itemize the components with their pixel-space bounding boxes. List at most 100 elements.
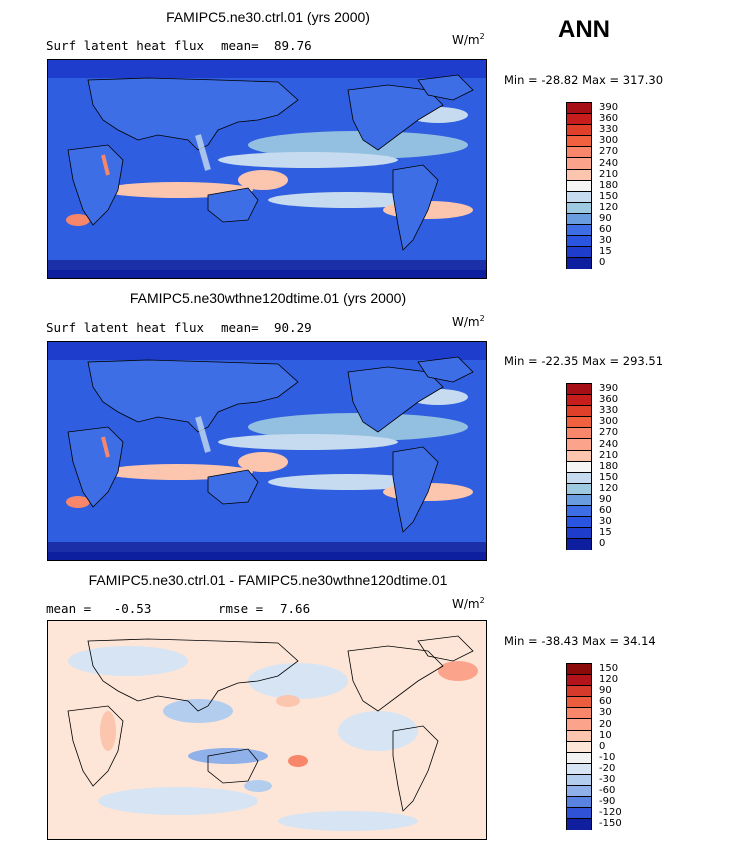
colorbar-level-label: 180 [599, 460, 619, 472]
colorbar-level-label: 0 [599, 740, 606, 752]
colorbar-level-label: 120 [599, 201, 619, 213]
colorbar-level-label: 90 [599, 213, 612, 224]
colorbar-level-label: -30 [599, 774, 616, 785]
season-label: ANN [558, 16, 610, 43]
colorbar-segment [567, 797, 591, 809]
colorbar-segment [567, 439, 591, 451]
colorbar-segment [567, 406, 591, 418]
colorbar-segment [567, 517, 591, 529]
panel-3-title: FAMIPC5.ne30.ctrl.01 - FAMIPC5.ne30wthne… [88, 572, 448, 588]
colorbar-level-label: -90 [599, 796, 616, 808]
colorbar-level-label: -150 [599, 818, 622, 830]
colorbar-level-label: -60 [599, 785, 616, 797]
panel-1-variable-label: Surf latent heat flux [46, 38, 205, 53]
colorbar-level-label: 20 [599, 718, 612, 730]
panel-2-mean-label: mean= [221, 320, 259, 335]
colorbar-level-label: 120 [599, 482, 619, 494]
colorbar-segment [567, 774, 591, 787]
colorbar-segment [567, 664, 591, 676]
colorbar-segment [567, 450, 591, 462]
colorbar-level-label: 240 [599, 157, 619, 169]
panel-2-mean-value: 90.29 [274, 320, 312, 335]
colorbar-level-label: -10 [599, 751, 616, 763]
colorbar-level-label: 30 [599, 516, 612, 528]
colorbar-segment [567, 719, 591, 731]
colorbar-segment [567, 461, 591, 473]
colorbar-segment [567, 395, 591, 407]
colorbar-segment [567, 741, 591, 753]
colorbar-level-label: -120 [599, 807, 622, 819]
colorbar-level-label: 270 [599, 427, 619, 439]
colorbar-segment [567, 125, 591, 137]
panel-2-colorbar [566, 383, 592, 551]
colorbar-level-label: 300 [599, 416, 619, 428]
colorbar-level-label: 390 [599, 383, 619, 394]
colorbar-segment [567, 730, 591, 742]
colorbar-segment [567, 169, 591, 181]
colorbar-level-label: 0 [599, 538, 606, 550]
panel-1-mean-value: 89.76 [274, 38, 312, 53]
colorbar-segment [567, 202, 591, 214]
colorbar-segment [567, 103, 591, 115]
colorbar-segment [567, 472, 591, 484]
panel-3-mean-text: mean = -0.53 [46, 601, 152, 616]
colorbar-segment [567, 675, 591, 687]
colorbar-segment [567, 428, 591, 440]
colorbar-level-label: 30 [599, 235, 612, 247]
panel-2-variable-label: Surf latent heat flux [46, 320, 205, 335]
colorbar-segment [567, 136, 591, 148]
panel-1-title: FAMIPC5.ne30.ctrl.01 (yrs 2000) [166, 9, 370, 25]
colorbar-segment [567, 114, 591, 126]
colorbar-level-label: 60 [599, 505, 612, 517]
colorbar-level-label: 30 [599, 707, 612, 719]
colorbar-segment [567, 384, 591, 396]
colorbar-level-label: 90 [599, 494, 612, 505]
colorbar-level-label: 240 [599, 438, 619, 450]
colorbar-level-label: 270 [599, 146, 619, 158]
panel-3-rmse-value: 7.66 [280, 601, 311, 616]
colorbar-level-label: 15 [599, 246, 612, 258]
colorbar-level-label: 60 [599, 224, 612, 236]
colorbar-level-label: 10 [599, 729, 612, 741]
panel-1-min-max: Min = -28.82 Max = 317.30 [504, 73, 664, 87]
panel-3-map [47, 620, 487, 840]
panel-1-mean-label: mean= [221, 38, 259, 53]
colorbar-segment [567, 752, 591, 764]
panel-1-map [47, 59, 487, 279]
panel-2-map [47, 341, 487, 561]
panel-3-units: W/m2 [452, 596, 485, 611]
colorbar-level-label: 120 [599, 674, 619, 686]
colorbar-level-label: 0 [599, 257, 606, 269]
colorbar-level-label: 180 [599, 179, 619, 191]
colorbar-segment [567, 697, 591, 709]
colorbar-level-label: 60 [599, 696, 612, 708]
colorbar-segment [567, 158, 591, 170]
colorbar-segment [567, 417, 591, 429]
colorbar-level-label: 150 [599, 190, 619, 202]
colorbar-level-label: 360 [599, 394, 619, 406]
colorbar-segment [567, 808, 591, 820]
panel-3-colorbar [566, 663, 592, 831]
colorbar-segment [567, 180, 591, 192]
panel-2-units: W/m2 [452, 314, 485, 329]
colorbar-segment [567, 213, 591, 226]
colorbar-segment [567, 686, 591, 698]
colorbar-level-label: 390 [599, 102, 619, 113]
colorbar-level-label: 360 [599, 113, 619, 125]
colorbar-level-label: 90 [599, 685, 612, 697]
panel-1-colorbar [566, 102, 592, 270]
colorbar-segment [567, 506, 591, 518]
colorbar-segment [567, 225, 591, 237]
colorbar-segment [567, 191, 591, 203]
colorbar-segment [567, 147, 591, 159]
colorbar-level-label: 150 [599, 471, 619, 483]
colorbar-level-label: 15 [599, 527, 612, 539]
colorbar-segment [567, 236, 591, 248]
panel-1-units: W/m2 [452, 32, 485, 47]
colorbar-level-label: 300 [599, 135, 619, 147]
panel-2-title: FAMIPC5.ne30wthne120dtime.01 (yrs 2000) [129, 290, 407, 306]
colorbar-segment [567, 539, 591, 551]
colorbar-segment [567, 494, 591, 507]
colorbar-segment [567, 708, 591, 720]
colorbar-level-label: 210 [599, 168, 619, 180]
